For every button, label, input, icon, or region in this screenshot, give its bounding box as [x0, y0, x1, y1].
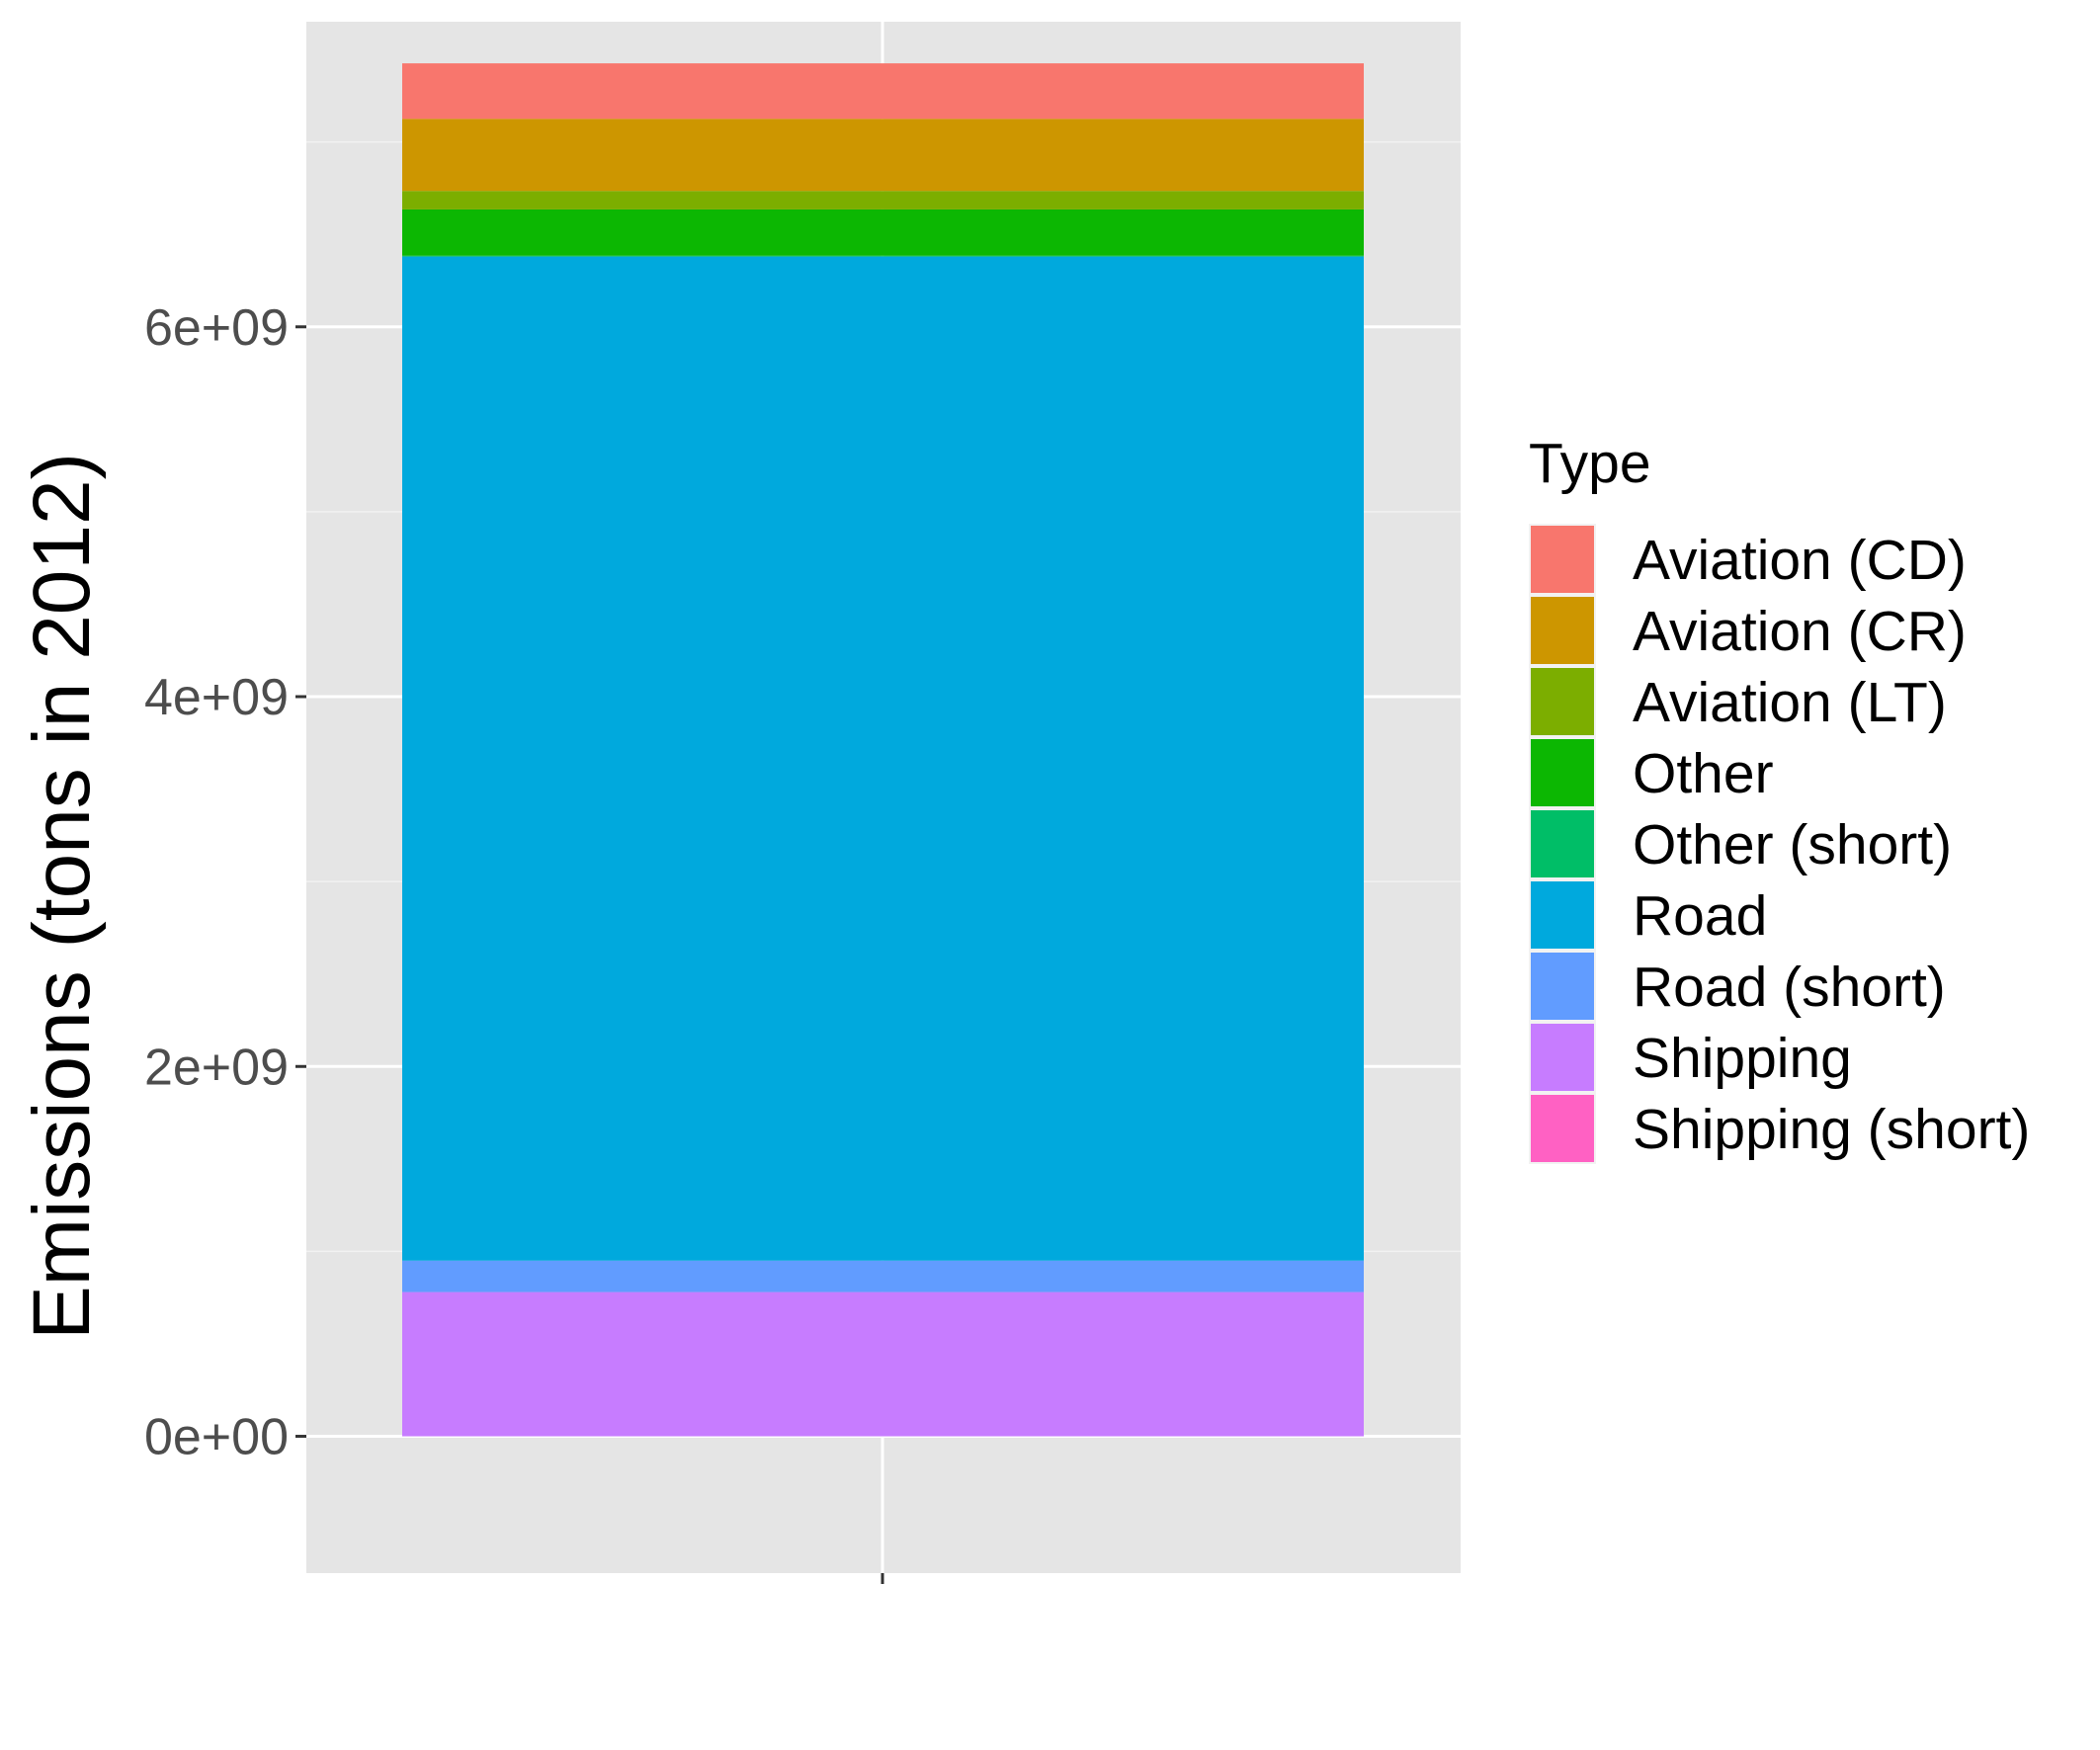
legend-items: Aviation (CD) Aviation (CR) Aviation (LT) O… — [1529, 524, 2030, 1164]
legend-swatch — [1531, 668, 1594, 735]
y-tick-label: 6e+09 — [144, 299, 289, 357]
legend-swatch — [1531, 526, 1594, 593]
bar-segment-other-short — [402, 255, 1364, 257]
legend-label: Other — [1633, 742, 1774, 805]
bar-segment-shipping — [402, 1292, 1364, 1437]
y-tick-label: 4e+09 — [144, 669, 289, 726]
legend-label: Shipping (short) — [1633, 1098, 2030, 1161]
y-axis-title: Emissions (tons in 2012) — [17, 453, 107, 1340]
legend-title: Type — [1529, 432, 1651, 495]
legend-swatch — [1531, 1095, 1594, 1162]
bar-segment-aviation-lt — [402, 191, 1364, 209]
legend-swatch — [1531, 1024, 1594, 1091]
legend-item-other: Other — [1529, 737, 1774, 808]
legend-item-aviation-lt: Aviation (LT) — [1529, 666, 1947, 737]
legend-item-shipping-short: Shipping (short) — [1529, 1093, 2030, 1164]
legend-label: Aviation (CR) — [1633, 600, 1967, 663]
legend-label: Road — [1633, 884, 1767, 948]
legend-label: Road (short) — [1633, 956, 1946, 1019]
legend-swatch — [1531, 881, 1594, 949]
legend-item-shipping: Shipping — [1529, 1022, 1852, 1093]
bar-segments — [402, 63, 1364, 1437]
y-tick-label: 0e+00 — [144, 1409, 289, 1466]
legend-item-road-short: Road (short) — [1529, 951, 1946, 1022]
bar-segment-road-short — [402, 1260, 1364, 1292]
legend-swatch — [1531, 597, 1594, 664]
legend-item-road: Road — [1529, 879, 1767, 951]
legend-label: Aviation (LT) — [1633, 671, 1947, 734]
legend: Type Aviation (CD)Aviation (CR)Aviation … — [1529, 432, 2030, 1164]
legend-swatch — [1531, 953, 1594, 1020]
legend-item-aviation-cd: Aviation (CD) — [1529, 524, 1967, 595]
y-axis: 0e+00 2e+09 4e+09 6e+09 — [144, 299, 306, 1466]
bar-segment-aviation-cd — [402, 63, 1364, 120]
y-tick-label: 2e+09 — [144, 1039, 289, 1096]
legend-item-aviation-cr: Aviation (CR) — [1529, 595, 1967, 666]
legend-label: Other (short) — [1633, 813, 1952, 876]
legend-label: Shipping — [1633, 1027, 1852, 1090]
legend-item-other-short: Other (short) — [1529, 808, 1952, 879]
legend-swatch — [1531, 739, 1594, 806]
legend-label: Aviation (CD) — [1633, 529, 1967, 592]
bar-segment-road — [402, 256, 1364, 1261]
bar-segment-other — [402, 208, 1364, 256]
legend-swatch — [1531, 810, 1594, 877]
bar-segment-aviation-cr — [402, 119, 1364, 192]
